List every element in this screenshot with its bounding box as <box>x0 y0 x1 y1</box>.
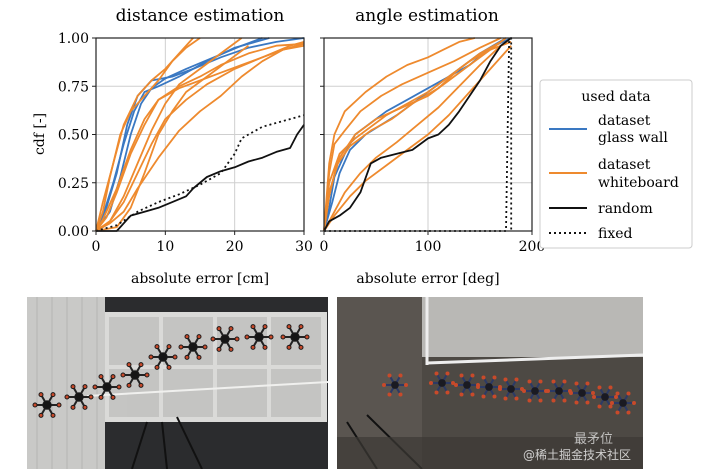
legend-label-glass-2: glass wall <box>598 130 668 146</box>
chart-title-angle: angle estimation <box>355 6 499 26</box>
angle-axes: 0 100 200 absolute error [deg] <box>320 37 546 287</box>
drone-icon <box>120 362 150 388</box>
drone-icon <box>64 384 94 410</box>
distance-xtick-label: 0 <box>92 239 101 255</box>
drone-icon <box>569 381 595 405</box>
drone-icon <box>148 344 178 370</box>
angle-xtick-label: 0 <box>320 239 329 255</box>
legend-label-glass-1: dataset <box>598 113 651 129</box>
legend-label-white-2: whiteboard <box>598 175 679 191</box>
distance-series-whiteboard-8 <box>95 44 305 232</box>
distance-ytick-label: 0.50 <box>58 128 89 144</box>
drone-icon <box>498 377 524 401</box>
drone-icon <box>92 374 122 400</box>
distance-axes: 0 10 20 30 0.00 0.25 0.50 0.75 1.00 absolute erro… <box>58 31 313 287</box>
distance-ytick-label: 0.75 <box>58 79 89 95</box>
distance-series-whiteboard-3 <box>95 42 305 232</box>
drone-icon <box>244 324 274 350</box>
angle-series-whiteboard-3 <box>323 45 502 232</box>
angle-x-axis-label: absolute error [deg] <box>356 271 499 287</box>
legend-box <box>539 79 693 249</box>
photo-glass-wall-scene <box>27 297 328 469</box>
drone-icon <box>382 373 408 397</box>
drone-icon <box>454 373 480 397</box>
photo-whiteboard-scene <box>337 297 643 469</box>
drone-icon <box>32 392 62 418</box>
watermark-logo-text: 最矛位 <box>573 432 613 447</box>
drone-icon <box>429 371 455 395</box>
drone-icon <box>546 379 572 403</box>
legend-label-fixed: fixed <box>598 226 633 242</box>
distance-series-whiteboard-2 <box>95 41 305 232</box>
distance-ytick-label: 0.00 <box>58 224 89 240</box>
legend-label-random: random <box>598 201 653 217</box>
legend: used data dataset glass wall dataset whi… <box>539 79 693 249</box>
figure: distance estimation angle estimation cdf… <box>32 6 693 287</box>
distance-x-axis-label: absolute error [cm] <box>131 271 269 287</box>
angle-series-whiteboard-5 <box>323 37 476 232</box>
legend-label-white-1: dataset <box>598 157 651 173</box>
drone-icon <box>610 391 636 415</box>
y-axis-label: cdf [-] <box>32 113 48 155</box>
watermark: @稀土掘金技术社区 <box>522 448 631 462</box>
distance-xtick-label: 30 <box>295 239 313 255</box>
drone-icon <box>280 324 310 350</box>
distance-series-fixed <box>95 114 305 232</box>
photo-whiteboard: 最矛位 @稀土掘金技术社区 <box>337 297 643 469</box>
distance-series-whiteboard-5 <box>95 37 194 232</box>
angle-series-whiteboard-7 <box>323 41 512 232</box>
angle-xtick-label: 100 <box>415 239 442 255</box>
distance-ytick-label: 0.25 <box>58 176 89 192</box>
legend-title: used data <box>581 89 650 105</box>
distance-ytick-label: 1.00 <box>58 31 89 47</box>
distance-series-random <box>96 124 305 232</box>
angle-series-random <box>323 37 512 232</box>
distance-series-whiteboard-6 <box>95 37 243 232</box>
drone-icon <box>522 379 548 403</box>
distance-series-whiteboard-4 <box>95 44 250 232</box>
drone-icon <box>210 326 240 352</box>
chart-title-distance: distance estimation <box>116 6 285 26</box>
distance-xtick-label: 10 <box>156 239 174 255</box>
drone-icon <box>178 334 208 360</box>
distance-series-whiteboard-7 <box>95 42 305 232</box>
angle-xtick-label: 200 <box>519 239 546 255</box>
angle-series-whiteboard-1 <box>323 37 502 232</box>
drone-icon <box>592 385 618 409</box>
photo-glass-wall <box>27 297 328 469</box>
distance-xtick-label: 20 <box>226 239 244 255</box>
